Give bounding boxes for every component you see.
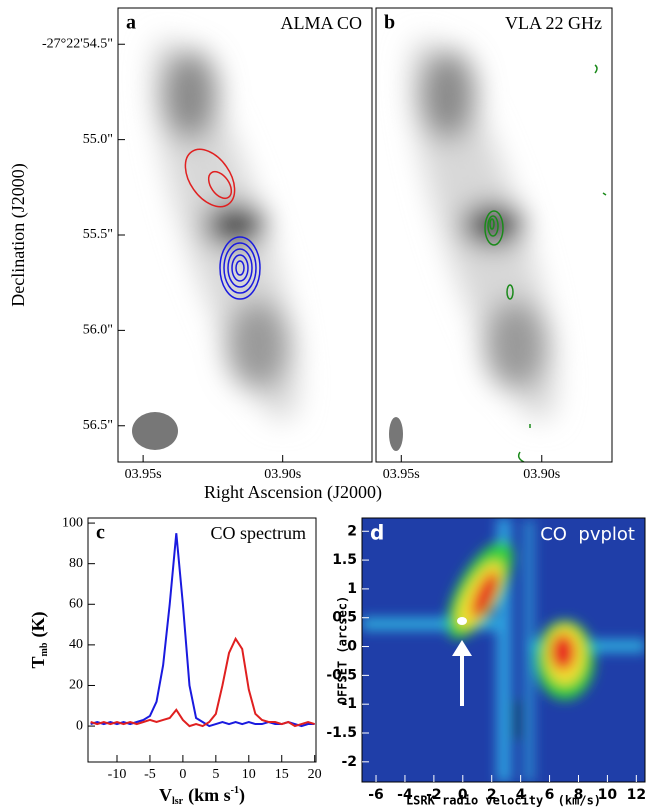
y-tick-label: 40: [69, 637, 83, 652]
x-tick-label: 12: [627, 787, 646, 803]
y-tick-label: 20: [69, 678, 83, 693]
x-label-part: lsr: [172, 796, 184, 807]
x-axis-label: LSRK radio velocity (km/s): [406, 794, 601, 808]
x-tick-label: 20: [308, 767, 322, 782]
y-tick-label: -27°22'54.5": [42, 36, 113, 51]
y-tick-label: 80: [69, 556, 83, 571]
frame-d: [361, 517, 646, 783]
y-tick-label: 60: [69, 596, 83, 611]
y-tick-label: -1: [341, 696, 357, 712]
y-tick-label: 56.5": [83, 418, 113, 433]
x-tick-label: -10: [108, 767, 127, 782]
image-b: [376, 8, 612, 462]
x-tick-label: 5: [212, 767, 219, 782]
y-tick-label: 1: [347, 581, 357, 597]
panel-letter: d: [370, 521, 384, 545]
panel-letter: b: [384, 12, 395, 34]
x-label-part: V: [159, 785, 172, 805]
panel-letter: c: [96, 522, 105, 544]
x-tick-label: -4: [397, 787, 413, 803]
panel-letter: a: [126, 12, 136, 34]
y-tick-label: 56.0": [83, 323, 113, 338]
y-axis-label: OFFSET (arcsec): [336, 596, 350, 704]
x-tick-label: 03.95s: [125, 467, 162, 482]
y-tick-label: 0.5: [332, 610, 357, 626]
x-tick-label: 2: [487, 787, 497, 803]
y-label-part: (K): [28, 612, 49, 638]
x-tick-label: 8: [574, 787, 584, 803]
y-tick-label: 1.5: [332, 552, 357, 568]
y-tick-label: 2: [347, 523, 357, 539]
spectrum-line: [90, 533, 315, 728]
x-tick-label: 03.95s: [383, 467, 420, 482]
x-tick-label: 03.90s: [264, 467, 301, 482]
y-label-part: T: [28, 656, 48, 668]
x-tick-label: 6: [545, 787, 555, 803]
x-tick-label: 4: [516, 787, 526, 803]
y-tick-label: 55.5": [83, 227, 113, 242]
x-tick-label: 03.90s: [523, 467, 560, 482]
x-axis-label: Right Ascension (J2000): [204, 482, 382, 503]
x-tick-label: -6: [368, 787, 384, 803]
x-label-part: ): [239, 785, 245, 806]
panel-title: VLA 22 GHz: [505, 13, 602, 33]
panel-title: CO spectrum: [211, 523, 306, 543]
y-tick-label: 0: [347, 639, 357, 655]
y-tick-label: 55.0": [83, 132, 113, 147]
x-tick-label: 0: [179, 767, 186, 782]
y-tick-label: -1.5: [326, 725, 357, 741]
y-axis-label: Tmb (K): [28, 612, 50, 669]
x-tick-label: 10: [242, 767, 256, 782]
frame-c: [87, 517, 317, 763]
x-tick-label: 10: [598, 787, 618, 803]
x-label-part: -1: [231, 785, 239, 796]
x-tick-label: 15: [275, 767, 289, 782]
panel-title: CO pvplot: [540, 524, 635, 545]
frame-b: [375, 7, 613, 463]
y-tick-label: 100: [62, 515, 83, 530]
x-tick-label: -2: [426, 787, 442, 803]
panel-title: ALMA CO: [280, 13, 362, 33]
spectrum-line: [90, 636, 315, 728]
y-label-part: mb: [39, 642, 50, 656]
y-tick-label: 0: [76, 718, 83, 733]
y-tick-label: -2: [341, 754, 357, 770]
image-d: [362, 518, 645, 782]
x-tick-label: 0: [458, 787, 468, 803]
y-tick-label: -0.5: [326, 667, 357, 683]
y-axis-label: Declination (J2000): [8, 163, 29, 306]
x-label-part: (km s: [188, 785, 231, 806]
x-tick-label: -5: [144, 767, 156, 782]
image-a: [118, 8, 372, 462]
x-axis-label: Vlsr (km s-1): [159, 785, 245, 807]
